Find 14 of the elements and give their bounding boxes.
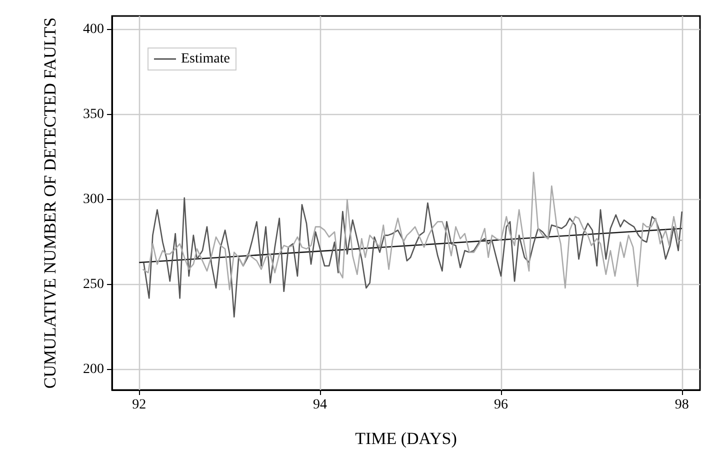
y-tick-label: 200 (83, 362, 104, 378)
line-series (142, 172, 683, 290)
line-series (143, 197, 683, 318)
legend-label: Estimate (181, 52, 230, 66)
x-tick-label: 96 (494, 398, 508, 412)
x-tick-label: 92 (132, 398, 146, 412)
y-tick-label: 250 (83, 277, 104, 292)
x-axis-title: TIME (DAYS) (355, 429, 457, 448)
y-axis-title: CUMULATIVE NUMBER OF DETECTED FAULTS (40, 17, 60, 389)
y-tick-label: 350 (83, 107, 104, 122)
y-tick-label: 400 (83, 22, 104, 38)
x-tick-label: 94 (313, 398, 328, 412)
x-tick-label: 98 (674, 398, 689, 412)
y-tick-label: 300 (83, 192, 104, 208)
